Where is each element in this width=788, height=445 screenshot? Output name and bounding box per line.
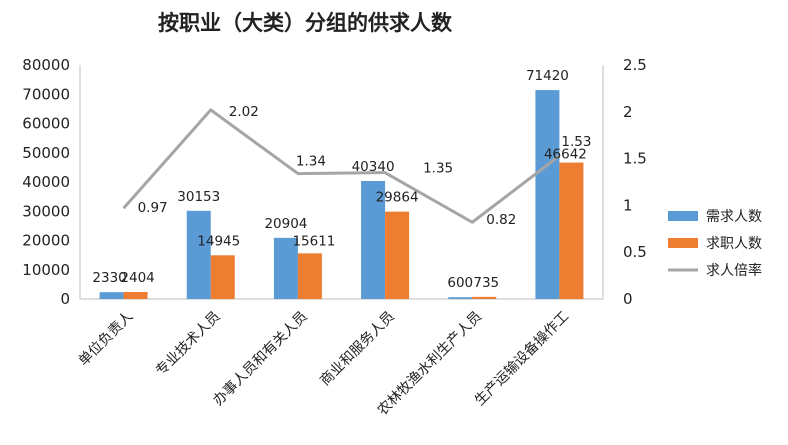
left-tick-label: 20000 <box>22 232 70 250</box>
data-label: 2330 <box>92 270 126 286</box>
legend-label: 求职人数 <box>706 236 762 252</box>
ratio-label: 0.82 <box>486 212 516 228</box>
category-label: 生产运输设备操作工 <box>471 308 572 409</box>
legend-swatch <box>668 211 698 221</box>
category-label: 办事人员和有关人员 <box>210 309 310 409</box>
category-label: 单位负责人 <box>76 309 137 370</box>
right-tick-label: 2 <box>623 103 633 121</box>
data-label: 20904 <box>264 216 307 232</box>
right-tick-label: 0 <box>623 290 633 308</box>
bar-demand <box>448 297 473 299</box>
left-axis-ticks: 0 10000 20000 30000 40000 50000 60000 70000 8000… <box>22 56 70 308</box>
data-label: 15611 <box>292 233 335 249</box>
data-labels: 2330 30153 20904 40340 600 71420 2404 14945 1561… <box>92 68 591 291</box>
chart-title: 按职业（大类）分组的供求人数 <box>158 10 453 35</box>
category-label: 专业技术人员 <box>153 309 224 380</box>
data-label: 30153 <box>177 189 220 205</box>
legend-label: 求人倍率 <box>706 262 762 279</box>
ratio-label: 1.34 <box>296 154 326 170</box>
left-tick-label: 0 <box>60 290 70 308</box>
left-tick-label: 60000 <box>22 115 70 133</box>
right-tick-label: 2.5 <box>623 56 647 74</box>
right-tick-label: 1 <box>623 196 633 214</box>
ratio-label: 2.02 <box>229 104 259 120</box>
right-tick-label: 1.5 <box>623 150 647 168</box>
data-label: 46642 <box>544 147 587 163</box>
data-label: 735 <box>473 275 499 291</box>
ratio-line <box>122 108 561 224</box>
data-label: 29864 <box>376 190 419 206</box>
left-tick-label: 40000 <box>22 173 70 191</box>
left-tick-label: 30000 <box>22 202 70 220</box>
data-label: 600 <box>447 275 473 291</box>
ratio-label: 0.97 <box>138 200 168 216</box>
left-tick-label: 80000 <box>22 56 70 74</box>
left-tick-label: 10000 <box>22 261 70 279</box>
bar-demand <box>535 90 560 299</box>
bar-seekers <box>472 296 497 299</box>
ratio-polyline <box>122 108 561 224</box>
bar-demand <box>361 181 386 299</box>
category-label: 商业和服务人员 <box>317 309 398 390</box>
legend-label: 需求人数 <box>706 209 762 225</box>
right-tick-label: 0.5 <box>623 243 647 261</box>
ratio-label: 1.53 <box>561 134 591 150</box>
left-tick-label: 50000 <box>22 144 70 162</box>
left-tick-label: 70000 <box>22 85 70 103</box>
legend-swatch <box>668 238 698 248</box>
data-label: 14945 <box>197 233 240 249</box>
bar-seekers <box>210 255 235 299</box>
bar-seekers <box>123 291 148 299</box>
axes <box>79 65 604 300</box>
bars <box>99 90 584 299</box>
bar-seekers <box>559 162 584 299</box>
data-label: 71420 <box>526 68 569 84</box>
bar-demand <box>186 210 211 299</box>
bar-demand <box>99 292 124 299</box>
ratio-label: 1.35 <box>423 161 453 177</box>
bar-demand <box>273 237 298 299</box>
bar-seekers <box>297 253 322 299</box>
right-axis-ticks: 0 0.5 1 1.5 2 2.5 <box>623 56 647 308</box>
bar-seekers <box>385 211 410 299</box>
data-label: 2404 <box>120 270 154 286</box>
data-label: 40340 <box>352 159 395 175</box>
